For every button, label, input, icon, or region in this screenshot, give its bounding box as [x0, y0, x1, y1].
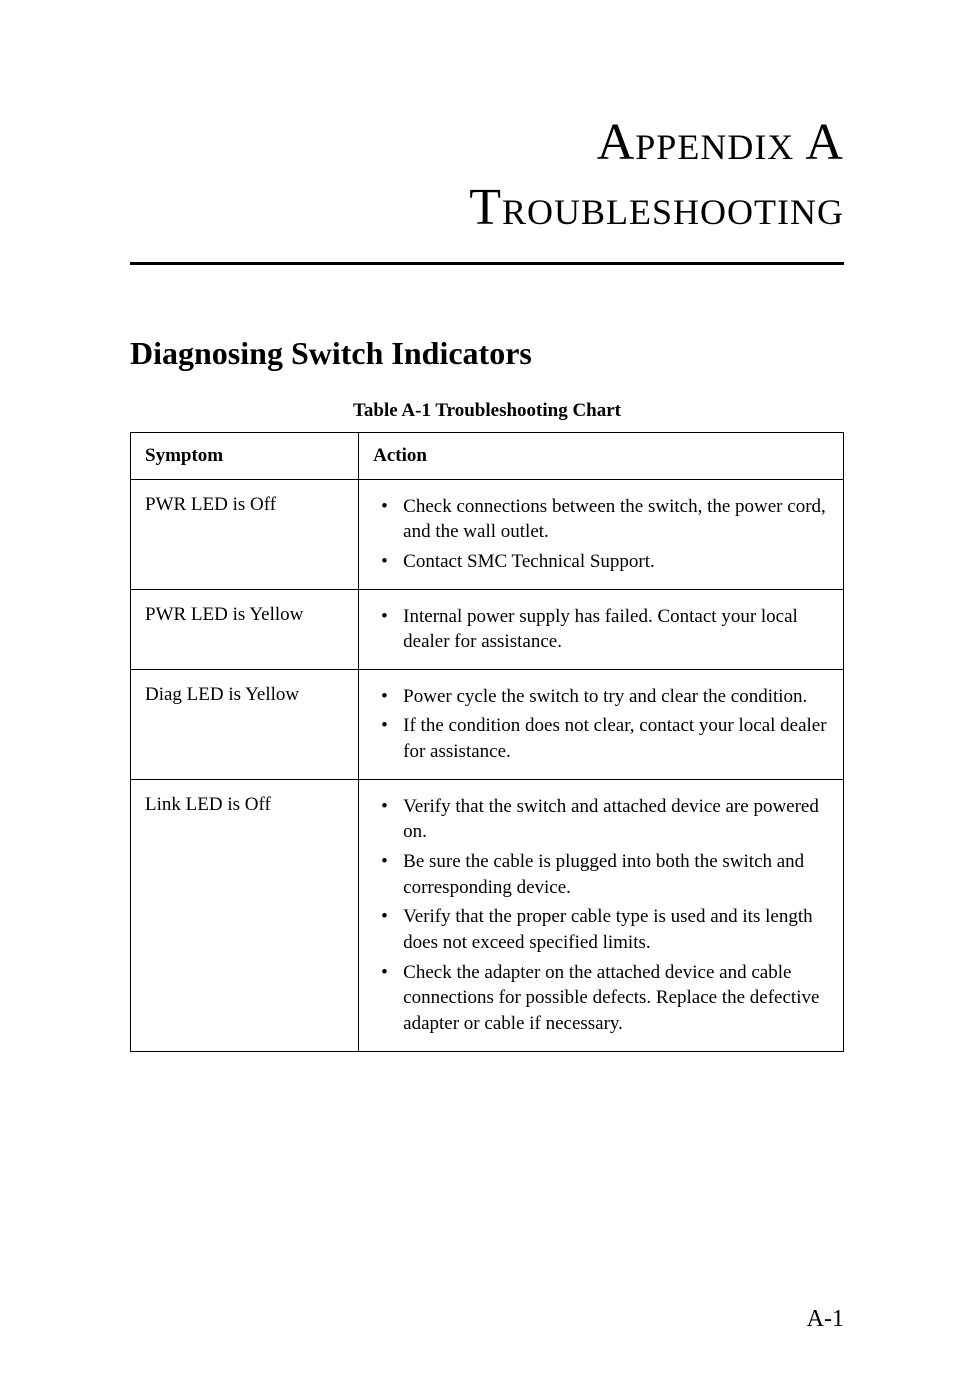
- action-cell: Check connections between the switch, th…: [359, 479, 844, 589]
- action-item: Contact SMC Technical Support.: [373, 549, 829, 575]
- troubleshooting-table: Symptom Action PWR LED is Off Check conn…: [130, 432, 844, 1052]
- action-item: Verify that the proper cable type is use…: [373, 904, 829, 955]
- table-row: Link LED is Off Verify that the switch a…: [131, 779, 844, 1051]
- action-item: If the condition does not clear, contact…: [373, 713, 829, 764]
- title-rule: [130, 262, 844, 265]
- table-body: PWR LED is Off Check connections between…: [131, 479, 844, 1051]
- action-list: Internal power supply has failed. Contac…: [373, 604, 829, 655]
- action-list: Verify that the switch and attached devi…: [373, 794, 829, 1037]
- appendix-title: Appendix A Troubleshooting: [130, 110, 844, 240]
- action-item: Power cycle the switch to try and clear …: [373, 684, 829, 710]
- action-list: Power cycle the switch to try and clear …: [373, 684, 829, 765]
- symptom-cell: PWR LED is Yellow: [131, 589, 359, 669]
- appendix-title-line1: Appendix A: [130, 110, 844, 175]
- page: Appendix A Troubleshooting Diagnosing Sw…: [0, 0, 954, 1388]
- action-cell: Internal power supply has failed. Contac…: [359, 589, 844, 669]
- page-number: A-1: [807, 1306, 844, 1333]
- table-row: PWR LED is Yellow Internal power supply …: [131, 589, 844, 669]
- symptom-cell: PWR LED is Off: [131, 479, 359, 589]
- table-row: PWR LED is Off Check connections between…: [131, 479, 844, 589]
- action-cell: Power cycle the switch to try and clear …: [359, 669, 844, 779]
- action-item: Be sure the cable is plugged into both t…: [373, 849, 829, 900]
- action-cell: Verify that the switch and attached devi…: [359, 779, 844, 1051]
- action-item: Check connections between the switch, th…: [373, 494, 829, 545]
- table-header-action: Action: [359, 433, 844, 480]
- action-item: Verify that the switch and attached devi…: [373, 794, 829, 845]
- action-item: Internal power supply has failed. Contac…: [373, 604, 829, 655]
- section-heading: Diagnosing Switch Indicators: [130, 335, 844, 372]
- table-header-row: Symptom Action: [131, 433, 844, 480]
- table-row: Diag LED is Yellow Power cycle the switc…: [131, 669, 844, 779]
- action-item: Check the adapter on the attached device…: [373, 960, 829, 1037]
- symptom-cell: Diag LED is Yellow: [131, 669, 359, 779]
- table-caption: Table A-1 Troubleshooting Chart: [130, 400, 844, 422]
- action-list: Check connections between the switch, th…: [373, 494, 829, 575]
- symptom-cell: Link LED is Off: [131, 779, 359, 1051]
- table-header-symptom: Symptom: [131, 433, 359, 480]
- appendix-title-line2: Troubleshooting: [130, 175, 844, 240]
